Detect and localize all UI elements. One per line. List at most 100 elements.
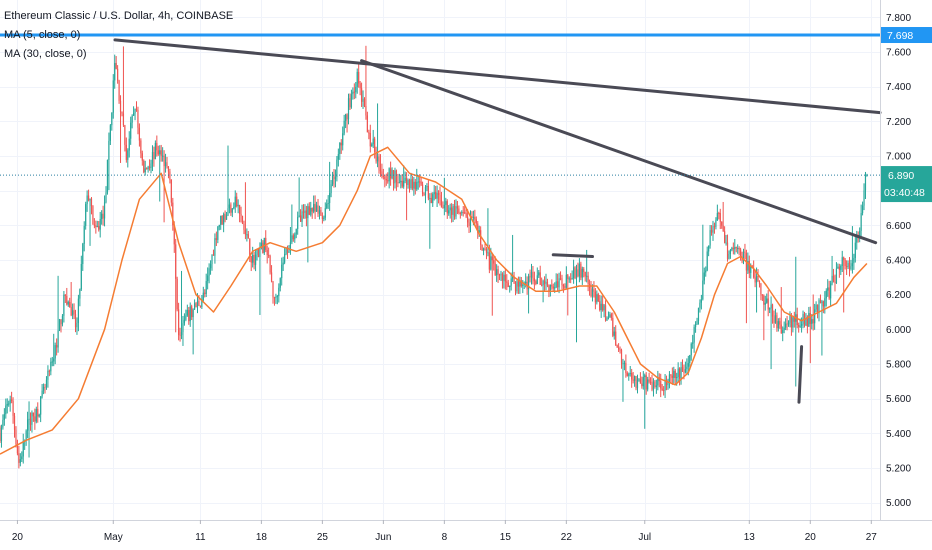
candle-up xyxy=(854,242,856,258)
candle-down xyxy=(651,382,653,390)
candle-up xyxy=(510,278,512,286)
candle-up xyxy=(478,230,480,233)
candle-down xyxy=(812,319,814,324)
candle-down xyxy=(292,235,294,240)
candle-up xyxy=(388,168,390,182)
candle-up xyxy=(747,260,749,271)
candle-down xyxy=(493,260,495,264)
candle-up xyxy=(350,94,353,108)
horizontal-level-tag xyxy=(881,27,932,44)
candle-down xyxy=(679,368,681,379)
candle-down xyxy=(236,196,238,207)
candle-down xyxy=(188,310,190,322)
candle-up xyxy=(196,300,199,308)
candle-up xyxy=(228,204,231,209)
candle-down xyxy=(363,98,366,107)
candle-up xyxy=(668,374,671,383)
candle-up xyxy=(282,262,284,265)
candle-down xyxy=(618,347,620,350)
candle-down xyxy=(349,98,351,108)
candle-down xyxy=(719,213,721,222)
candle-down xyxy=(822,301,824,307)
candle-up xyxy=(260,242,262,248)
candle-down xyxy=(12,400,14,416)
candle-down xyxy=(485,249,488,253)
candle-down xyxy=(671,375,673,378)
candle-up xyxy=(301,211,303,222)
candle-down xyxy=(272,281,274,298)
candle-up xyxy=(220,216,222,225)
candle-up xyxy=(792,317,794,328)
candle-down xyxy=(299,215,302,222)
candle-up xyxy=(38,414,40,417)
candle-up xyxy=(231,208,233,213)
price-tick-label: 6.200 xyxy=(886,290,911,301)
candle-down xyxy=(198,300,200,306)
candle-down xyxy=(321,215,323,219)
candle-up xyxy=(25,430,27,441)
candle-up xyxy=(636,379,639,389)
candle-up xyxy=(127,150,129,160)
candle-up xyxy=(111,112,113,126)
symbol-legend[interactable]: Ethereum Classic / U.S. Dollar, 4h, COIN… xyxy=(4,10,234,22)
candle-up xyxy=(837,266,839,269)
candle-up xyxy=(183,319,186,324)
candle-up xyxy=(549,284,551,291)
price-axis[interactable]: 5.000 5.200 5.400 5.600 5.800 6.000 6.200 6.400… xyxy=(886,13,911,509)
candle-down xyxy=(66,295,68,305)
candle-down xyxy=(244,229,247,235)
candle-down xyxy=(739,249,742,257)
candle-up xyxy=(376,156,379,162)
candle-up xyxy=(151,152,154,164)
candle-down xyxy=(453,206,456,217)
candle-up xyxy=(725,242,727,244)
ma-30-legend[interactable]: MA (30, close, 0) xyxy=(4,48,87,60)
candle-up xyxy=(298,215,300,218)
candle-down xyxy=(654,381,656,387)
candle-up xyxy=(99,218,101,230)
candle-up xyxy=(345,114,347,121)
candle-down xyxy=(494,263,496,276)
price-tick-label: 5.400 xyxy=(886,429,911,440)
candle-up xyxy=(655,385,657,387)
candle-up xyxy=(0,427,3,442)
candle-up xyxy=(861,205,864,214)
candle-up xyxy=(31,412,33,425)
candle-up xyxy=(315,205,318,212)
candle-down xyxy=(212,254,215,256)
candle-up xyxy=(586,275,588,277)
candle-up xyxy=(568,278,570,280)
candle-up xyxy=(159,150,161,155)
candle-down xyxy=(665,379,668,386)
candle-down xyxy=(317,205,319,214)
candle-up xyxy=(729,250,732,254)
candle-up xyxy=(789,315,791,323)
time-tick-label: 20 xyxy=(805,532,817,543)
ma-5-legend[interactable]: MA (5, close, 0) xyxy=(4,29,81,41)
candle-up xyxy=(205,281,207,294)
candle-up xyxy=(6,403,8,406)
time-axis[interactable]: 20 May 11 18 25 Jun 8 15 22 Jul 13 20 27 xyxy=(12,520,877,543)
trend-lines[interactable] xyxy=(113,38,882,404)
candle-up xyxy=(613,331,615,336)
candle-down xyxy=(465,213,467,217)
candle-down xyxy=(121,111,123,114)
candle-up xyxy=(281,264,283,279)
candle-up xyxy=(433,192,435,195)
candle-up xyxy=(189,306,191,322)
candle-up xyxy=(657,377,659,386)
candle-up xyxy=(85,204,87,226)
candle-up xyxy=(164,162,167,167)
candle-down xyxy=(451,207,453,215)
candle-up xyxy=(331,175,334,185)
candle-up xyxy=(417,181,419,183)
candle-down xyxy=(718,213,720,215)
candle-up xyxy=(436,192,438,199)
candle-up xyxy=(254,254,257,265)
candle-down xyxy=(302,211,305,213)
candle-up xyxy=(603,305,605,311)
candle-down xyxy=(273,297,276,299)
candle-down xyxy=(157,150,159,155)
candle-down xyxy=(562,285,565,287)
